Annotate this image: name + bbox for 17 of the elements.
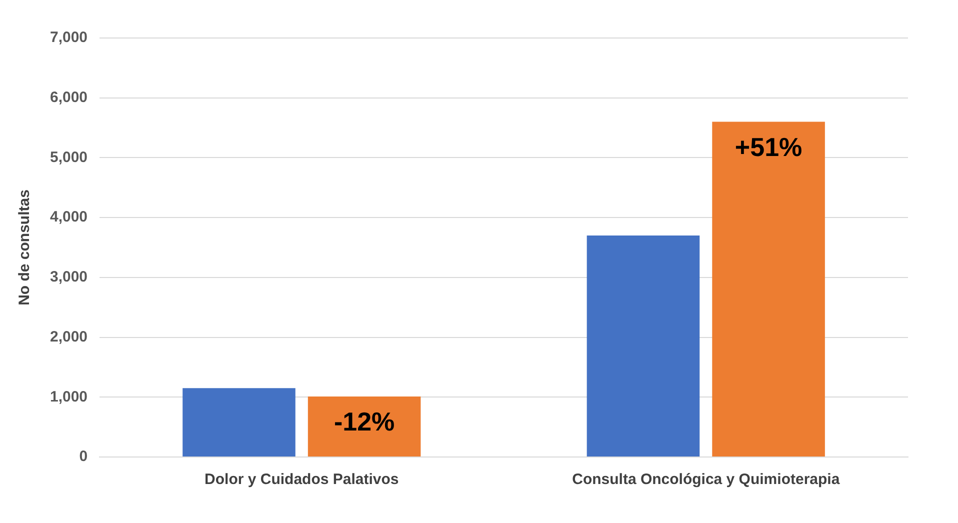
bar xyxy=(182,388,296,456)
bar xyxy=(712,122,825,456)
y-tick-label: 4,000 xyxy=(50,208,88,226)
annotation: -12% xyxy=(334,406,395,437)
y-tick-label: 7,000 xyxy=(50,29,88,46)
annotation: +51% xyxy=(734,132,802,162)
y-tick-label: 1,000 xyxy=(50,388,88,406)
y-tick-label: 6,000 xyxy=(50,89,88,106)
y-tick-label: 5,000 xyxy=(50,148,88,166)
y-tick-label: 0 xyxy=(79,448,88,466)
y-tick-label: 3,000 xyxy=(50,268,88,286)
bar xyxy=(308,396,421,456)
x-tick-label: Consulta Oncológica y Quimioterapia xyxy=(572,471,840,488)
y-tick-label: 2,000 xyxy=(50,328,88,346)
bar xyxy=(586,236,700,456)
x-tick-label: Dolor y Cuidados Palativos xyxy=(204,471,399,488)
y-axis-title: No de consultas xyxy=(16,190,34,306)
